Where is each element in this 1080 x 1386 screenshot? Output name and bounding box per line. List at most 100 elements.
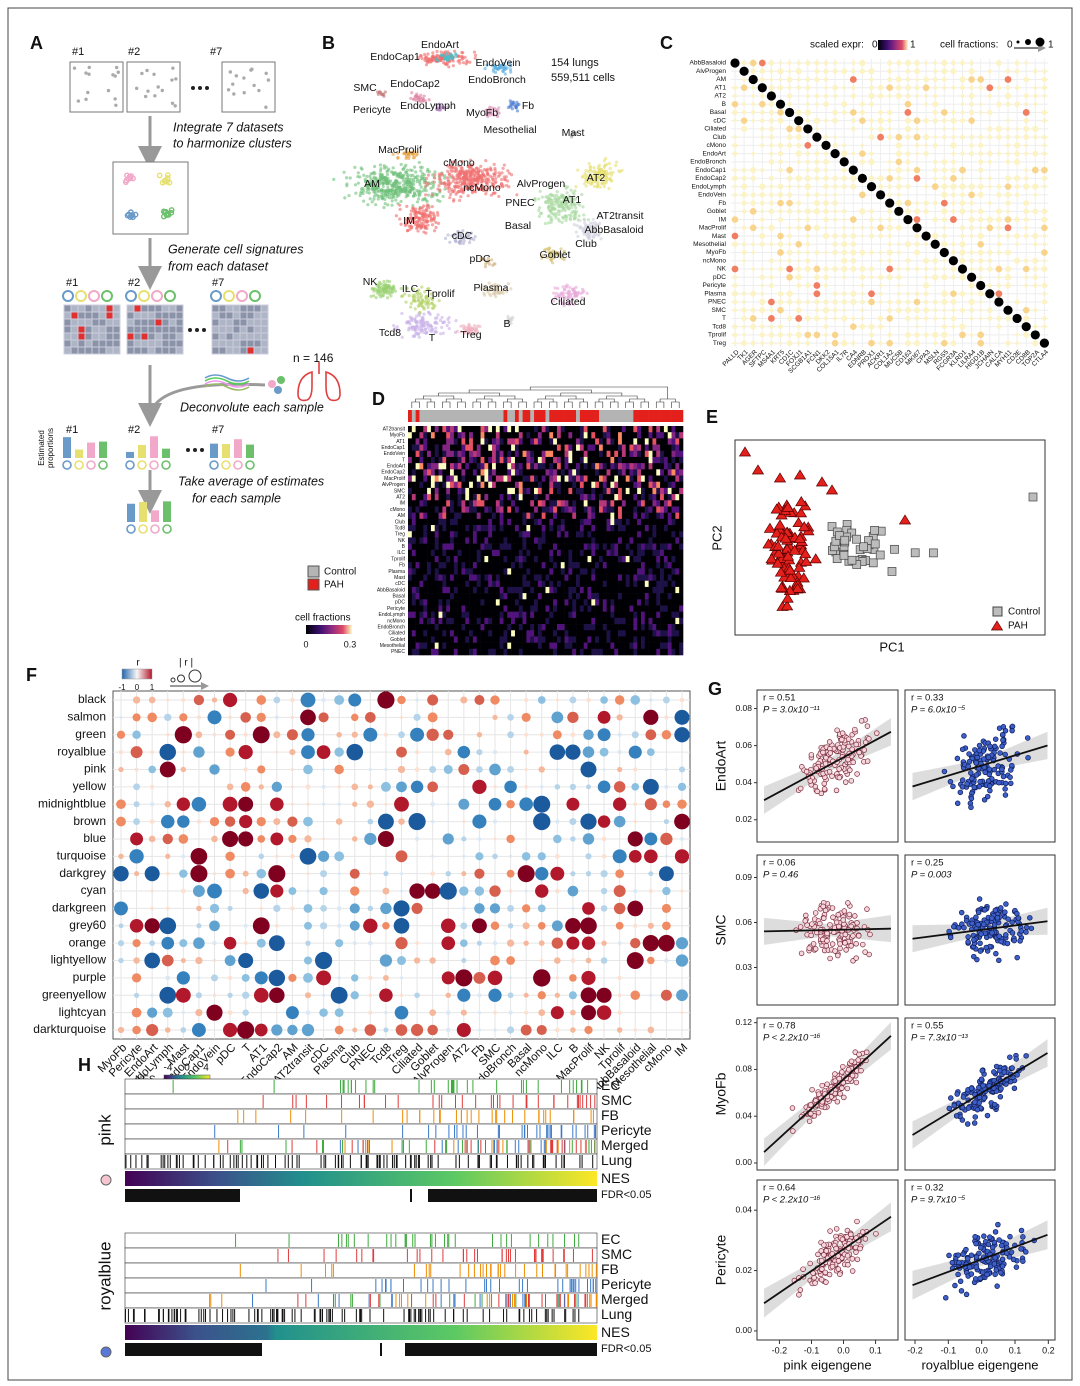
heat-cell <box>446 432 451 439</box>
heat-cell <box>423 531 428 538</box>
heat-cell <box>564 512 569 520</box>
dot <box>1032 93 1038 99</box>
heat-cell <box>560 494 565 501</box>
heat-cell <box>587 450 592 458</box>
heat-cell <box>656 525 661 532</box>
dot <box>741 209 747 214</box>
dot <box>1041 216 1048 223</box>
dendrogram <box>422 395 455 399</box>
heat-cell <box>499 518 504 526</box>
heat-cell <box>598 444 604 452</box>
cell-point <box>494 176 498 181</box>
dot <box>914 332 920 338</box>
heat-cell <box>415 494 420 501</box>
heat-cell <box>556 475 562 483</box>
heat-cell <box>591 426 596 433</box>
dot <box>812 132 822 142</box>
dot <box>785 107 795 118</box>
heat-cell <box>556 438 562 445</box>
heat-cell <box>423 426 428 433</box>
dot <box>987 93 992 99</box>
heat-cell <box>595 475 600 483</box>
heat-cell <box>679 487 684 495</box>
heat-cell <box>545 512 550 520</box>
cell-point <box>446 183 451 187</box>
dot <box>886 315 893 322</box>
heat-cell <box>629 469 634 476</box>
heat-cell <box>442 487 447 495</box>
heat-cell <box>408 500 413 507</box>
dot <box>731 232 739 240</box>
heat-cell <box>618 475 623 483</box>
dot <box>950 183 957 190</box>
dot <box>174 77 178 81</box>
dot <box>823 266 829 272</box>
heat-cell <box>614 432 619 439</box>
heat-cell <box>640 438 646 445</box>
dot <box>813 208 821 215</box>
heat-cell <box>633 463 638 470</box>
cell-point <box>392 181 396 185</box>
heat-cell <box>656 487 661 495</box>
dot <box>1042 68 1047 74</box>
dot <box>1014 68 1020 74</box>
heat-cell <box>514 463 520 470</box>
heat-cell <box>591 450 596 458</box>
cell-point <box>421 209 425 213</box>
dot <box>987 126 993 132</box>
heat-cell <box>530 487 535 495</box>
heat-cell <box>579 487 584 495</box>
dot <box>860 225 865 230</box>
heat-cell <box>667 512 672 520</box>
heat-cell <box>621 481 627 489</box>
heat-cell <box>415 481 420 489</box>
heat-cell <box>476 525 481 532</box>
heat-cell <box>507 531 512 538</box>
dot <box>932 200 938 206</box>
dot <box>969 250 974 255</box>
dot <box>987 109 993 116</box>
heat-cell <box>652 531 657 538</box>
heat-cell <box>430 463 436 470</box>
heat-cell <box>679 518 684 526</box>
heat-cell <box>606 518 611 526</box>
cell-point <box>488 113 493 117</box>
dot <box>985 289 995 299</box>
ellipsis <box>191 86 195 90</box>
dot <box>859 191 866 199</box>
dot <box>1005 143 1011 148</box>
cell-point <box>550 198 554 202</box>
dot <box>160 88 164 93</box>
heat-cell <box>430 537 436 544</box>
row-label: EndoCap1 <box>695 167 726 174</box>
heat-cell <box>553 518 558 526</box>
dot <box>839 157 849 167</box>
heat-cell <box>518 512 523 520</box>
heat-cell <box>495 525 500 532</box>
heat-cell <box>442 512 447 520</box>
heat-cell <box>579 456 584 464</box>
group-bar <box>476 410 481 422</box>
cluster-label: EndoLymph <box>400 100 456 112</box>
dot <box>1014 150 1021 157</box>
cell-point <box>441 194 445 199</box>
heat-cell <box>675 481 680 489</box>
dot <box>969 151 975 157</box>
dot <box>878 233 884 239</box>
group-bar <box>564 410 569 422</box>
heat-cell <box>450 506 455 513</box>
cell-point <box>493 166 497 171</box>
dot <box>1024 143 1029 148</box>
heat-cell <box>587 481 592 489</box>
dot <box>968 183 975 190</box>
cell <box>126 318 135 327</box>
dot <box>804 331 812 339</box>
heat-cell <box>453 531 458 538</box>
cell-point <box>374 185 378 189</box>
heat-cell <box>579 450 584 458</box>
heat-cell <box>564 463 569 470</box>
dot <box>951 250 956 255</box>
dot <box>1032 232 1039 240</box>
dot <box>886 175 893 182</box>
